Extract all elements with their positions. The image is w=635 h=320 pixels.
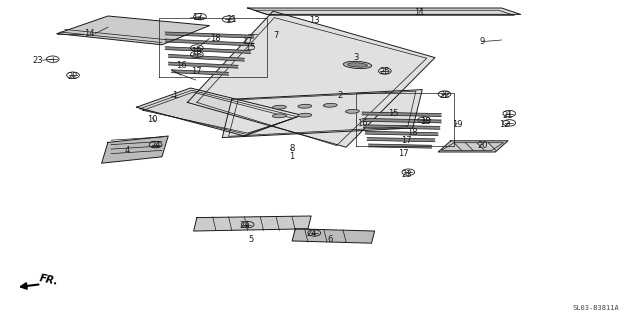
Text: 23: 23 [33, 56, 43, 65]
Text: 8: 8 [290, 144, 295, 153]
Text: 16: 16 [357, 119, 367, 128]
Text: 20: 20 [478, 141, 488, 150]
Text: 25: 25 [379, 68, 389, 76]
Text: 18: 18 [211, 34, 221, 43]
Text: SL03-B3811A: SL03-B3811A [572, 305, 619, 311]
Ellipse shape [272, 114, 286, 118]
Ellipse shape [298, 113, 312, 117]
Polygon shape [438, 141, 508, 152]
Text: 16: 16 [176, 61, 186, 70]
Polygon shape [102, 136, 168, 163]
Polygon shape [292, 229, 375, 243]
Polygon shape [165, 47, 251, 53]
Ellipse shape [272, 105, 286, 109]
Polygon shape [363, 125, 440, 129]
Text: FR.: FR. [38, 273, 59, 287]
Polygon shape [168, 54, 244, 61]
Polygon shape [137, 88, 302, 136]
Text: 22: 22 [439, 92, 450, 100]
Text: 13: 13 [309, 16, 319, 25]
Polygon shape [57, 16, 210, 45]
Ellipse shape [323, 103, 337, 107]
Text: 17: 17 [243, 37, 253, 46]
Polygon shape [368, 144, 432, 148]
Ellipse shape [344, 61, 371, 68]
Text: 14: 14 [84, 29, 94, 38]
Text: 17: 17 [398, 149, 408, 158]
Polygon shape [168, 62, 238, 68]
Text: 21: 21 [227, 15, 237, 24]
Polygon shape [248, 8, 521, 14]
Text: 22: 22 [68, 72, 78, 81]
Polygon shape [187, 11, 435, 147]
Text: 21: 21 [503, 111, 513, 120]
Text: 2: 2 [337, 92, 342, 100]
Ellipse shape [298, 104, 312, 108]
Polygon shape [362, 118, 441, 123]
Polygon shape [171, 70, 229, 75]
Text: 7: 7 [274, 31, 279, 40]
Text: 24: 24 [306, 229, 316, 238]
Text: 18: 18 [420, 117, 431, 126]
Text: 1: 1 [290, 152, 295, 161]
Text: 11: 11 [414, 8, 424, 17]
Text: 18: 18 [408, 128, 418, 137]
Text: 5: 5 [248, 236, 253, 244]
Text: 15: 15 [246, 44, 256, 52]
Text: 24: 24 [239, 221, 250, 230]
Text: 9: 9 [480, 37, 485, 46]
Text: 12: 12 [192, 13, 202, 22]
Text: 12: 12 [500, 120, 510, 129]
Ellipse shape [345, 109, 359, 113]
Text: 3: 3 [353, 53, 358, 62]
Text: 15: 15 [389, 109, 399, 118]
Text: 17: 17 [192, 68, 202, 76]
Text: 19: 19 [452, 120, 462, 129]
Text: 1: 1 [172, 92, 177, 100]
Text: 10: 10 [147, 116, 157, 124]
Polygon shape [165, 39, 254, 46]
Polygon shape [367, 138, 435, 142]
Polygon shape [165, 32, 254, 38]
Text: 24: 24 [150, 141, 161, 150]
Text: 4: 4 [124, 146, 130, 155]
Text: 23: 23 [401, 170, 411, 179]
Text: 18: 18 [192, 47, 202, 56]
Text: 6: 6 [328, 236, 333, 244]
Ellipse shape [347, 63, 368, 67]
Polygon shape [365, 131, 438, 136]
Polygon shape [362, 112, 441, 116]
Polygon shape [222, 90, 422, 138]
Polygon shape [194, 216, 311, 231]
Text: 17: 17 [401, 136, 411, 145]
